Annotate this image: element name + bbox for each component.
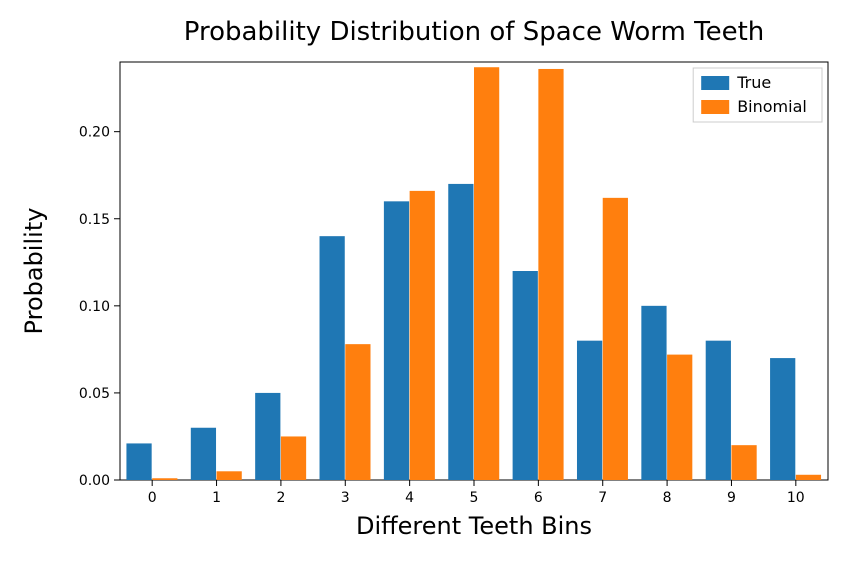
x-tick-label: 8	[663, 490, 672, 506]
y-tick-label: 0.15	[79, 212, 110, 228]
x-tick-label: 7	[598, 490, 607, 506]
bar-true	[384, 201, 409, 480]
chart-title: Probability Distribution of Space Worm T…	[184, 17, 765, 47]
x-tick-label: 5	[470, 490, 479, 506]
x-tick-label: 1	[212, 490, 221, 506]
bar-binomial	[603, 198, 628, 480]
bar-binomial	[217, 471, 242, 480]
legend-swatch	[701, 100, 729, 114]
bar-true	[126, 443, 151, 480]
chart-container: Probability Distribution of Space Worm T…	[0, 0, 866, 575]
bar-true	[577, 341, 602, 480]
y-tick-label: 0.10	[79, 299, 110, 315]
x-tick-label: 6	[534, 490, 543, 506]
bar-true	[706, 341, 731, 480]
bar-binomial	[281, 436, 306, 480]
bar-true	[448, 184, 473, 480]
bar-true	[320, 236, 345, 480]
bar-binomial	[474, 67, 499, 480]
x-tick-label: 9	[727, 490, 736, 506]
bar-binomial	[345, 344, 370, 480]
bar-binomial	[667, 355, 692, 480]
x-tick-label: 3	[341, 490, 350, 506]
bar-binomial	[538, 69, 563, 480]
bar-true	[641, 306, 666, 480]
bar-true	[255, 393, 280, 480]
chart-svg: Probability Distribution of Space Worm T…	[0, 0, 866, 575]
bar-binomial	[796, 475, 821, 480]
bar-binomial	[410, 191, 435, 480]
bar-true	[513, 271, 538, 480]
legend-swatch	[701, 76, 729, 90]
bar-true	[191, 428, 216, 480]
bar-true	[770, 358, 795, 480]
legend-label: Binomial	[737, 97, 807, 116]
y-tick-label: 0.00	[79, 473, 110, 489]
x-axis-label: Different Teeth Bins	[356, 512, 592, 540]
y-axis-label: Probability	[20, 208, 48, 335]
x-tick-label: 2	[276, 490, 285, 506]
legend-label: True	[736, 73, 771, 92]
x-tick-label: 0	[148, 490, 157, 506]
y-tick-label: 0.05	[79, 386, 110, 402]
y-tick-label: 0.20	[79, 125, 110, 141]
x-tick-label: 4	[405, 490, 414, 506]
bar-binomial	[731, 445, 756, 480]
bar-binomial	[152, 478, 177, 480]
x-tick-label: 10	[787, 490, 805, 506]
